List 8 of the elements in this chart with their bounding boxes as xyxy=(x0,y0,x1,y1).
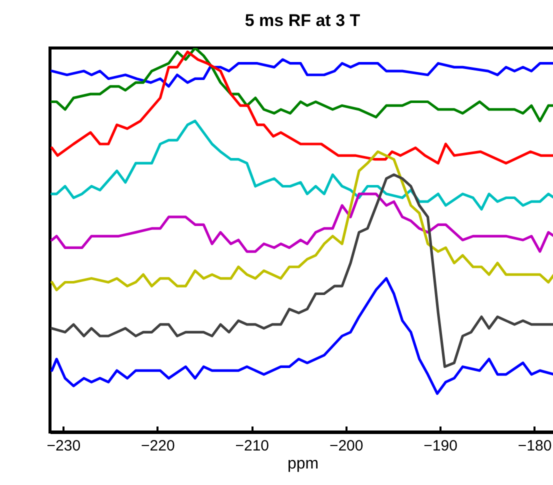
chart-title: 5 ms RF at 3 T xyxy=(244,11,361,30)
x-tick-label: −230 xyxy=(46,438,81,454)
x-tick-label: −190 xyxy=(424,438,458,454)
x-tick-label: −200 xyxy=(329,438,364,454)
x-tick-label: −210 xyxy=(235,438,270,454)
x-tick-label: −180 xyxy=(518,438,552,454)
x-axis-title: ppm xyxy=(287,456,319,472)
x-tick-label: −220 xyxy=(141,438,175,454)
